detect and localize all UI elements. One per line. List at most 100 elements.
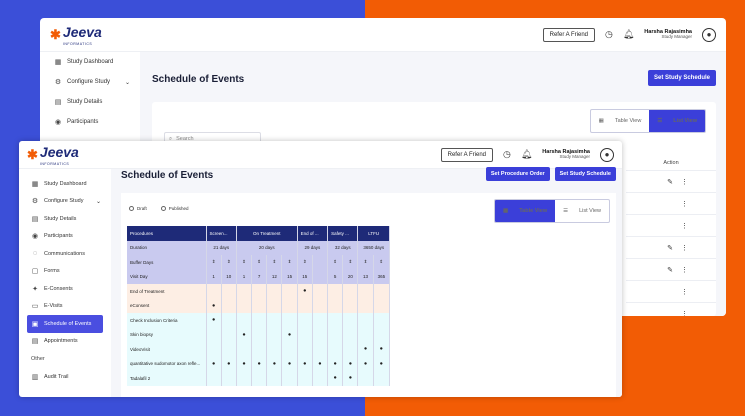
scheduled-dot[interactable]: ● bbox=[333, 360, 337, 367]
scheduled-dot[interactable]: ● bbox=[287, 360, 292, 367]
scheduled-dot[interactable]: ● bbox=[333, 375, 337, 382]
edit-icon[interactable]: ✎ bbox=[667, 178, 673, 186]
buffer-icon[interactable]: ⇕ bbox=[206, 255, 222, 270]
column-header: On Treatment bbox=[236, 226, 298, 241]
user-role: Study Manager bbox=[559, 154, 590, 160]
table-row[interactable]: Tadalafil 2 ● ● bbox=[127, 371, 391, 386]
buffer-icon[interactable]: ⇕ bbox=[373, 255, 391, 270]
visit-day-cell: 13 bbox=[357, 269, 374, 284]
logo[interactable]: ✱ Jeeva INFORMATICS bbox=[27, 144, 79, 166]
table-view-label: Table View bbox=[614, 118, 642, 124]
more-icon[interactable]: ⋮ bbox=[681, 244, 688, 252]
refer-friend-button[interactable]: Refer A Friend bbox=[542, 27, 595, 42]
radio-circle-icon bbox=[129, 206, 134, 211]
scheduled-dot[interactable]: ● bbox=[318, 360, 322, 367]
buffer-icon[interactable]: ⇕ bbox=[281, 255, 298, 270]
sidebar-item-communications[interactable]: ◌ Communications bbox=[19, 245, 111, 263]
sidebar-item-study-dashboard[interactable]: ▦ Study Dashboard bbox=[19, 175, 111, 193]
sidebar-item-appointments[interactable]: ▤ Appointments bbox=[19, 333, 111, 351]
refer-friend-button[interactable]: Refer A Friend bbox=[440, 147, 493, 162]
buffer-icon[interactable]: ⇕ bbox=[251, 255, 268, 270]
scheduled-dot[interactable]: ● bbox=[348, 375, 353, 382]
visit-day-row: Visit Day 1 10 1 7 12 15 15 5 20 13 365 bbox=[127, 269, 391, 284]
audit-icon: ▥ bbox=[31, 373, 39, 381]
sidebar-item-configure-study[interactable]: ⚙ Configure Study ⌄ bbox=[19, 193, 111, 211]
sidebar-item-configure-study[interactable]: ⚙ Configure Study ⌄ bbox=[40, 72, 140, 92]
edit-icon[interactable]: ✎ bbox=[667, 244, 673, 252]
buffer-icon[interactable]: ⇕ bbox=[297, 255, 313, 270]
buffer-icon[interactable]: ⇕ bbox=[236, 255, 253, 270]
table-view-button[interactable]: ▦ Table View bbox=[591, 110, 650, 132]
scheduled-dot[interactable]: ● bbox=[379, 360, 383, 367]
scheduled-dot[interactable]: ● bbox=[257, 360, 261, 367]
scheduled-dot[interactable]: ● bbox=[242, 360, 246, 367]
list-view-button[interactable]: ☰ List View bbox=[649, 110, 705, 132]
sidebar-item-e-consents[interactable]: ✦ E-Consents bbox=[19, 280, 111, 298]
edit-icon[interactable]: ✎ bbox=[667, 266, 673, 274]
published-radio[interactable]: Published bbox=[160, 206, 189, 211]
video-icon: ▭ bbox=[31, 303, 39, 311]
scheduled-dot[interactable]: ● bbox=[211, 317, 216, 324]
set-study-schedule-button[interactable]: Set Study Schedule bbox=[647, 70, 716, 86]
buffer-icon[interactable]: ⇕ bbox=[342, 255, 359, 270]
sidebar: ▦ Study Dashboard ⚙ Configure Study ⌄ ▤ Stud… bbox=[40, 52, 140, 316]
set-procedure-order-button[interactable]: Set Procedure Order bbox=[485, 167, 550, 181]
sidebar-item-audit-trail[interactable]: ▥ Audit Trail bbox=[19, 368, 111, 386]
row-label: Duration bbox=[127, 240, 207, 255]
sidebar-item-e-visits[interactable]: ▭ E-Visits bbox=[19, 298, 111, 316]
column-header: LTFU bbox=[357, 226, 390, 241]
more-icon[interactable]: ⋮ bbox=[681, 222, 688, 230]
table-view-button[interactable]: ▦ Table View bbox=[495, 200, 556, 222]
more-icon[interactable]: ⋮ bbox=[681, 178, 688, 186]
buffer-icon[interactable]: ⇕ bbox=[221, 255, 237, 270]
more-icon[interactable]: ⋮ bbox=[681, 310, 688, 317]
more-icon[interactable]: ⋮ bbox=[681, 200, 688, 208]
sidebar-item-study-dashboard[interactable]: ▦ Study Dashboard bbox=[40, 52, 140, 72]
logo[interactable]: ✱ Jeeva INFORMATICS bbox=[50, 24, 102, 46]
avatar[interactable]: ● bbox=[702, 27, 716, 42]
list-view-button[interactable]: ☰ List View bbox=[555, 200, 609, 222]
sidebar-item-schedule-of-events[interactable]: ▣ Schedule of Events bbox=[27, 315, 103, 333]
search-placeholder: Search bbox=[176, 136, 194, 142]
sidebar-item-participants[interactable]: ◉ Participants bbox=[40, 112, 140, 132]
scheduled-dot[interactable]: ● bbox=[211, 360, 216, 367]
buffer-icon[interactable]: ⇕ bbox=[357, 255, 374, 270]
scheduled-dot[interactable]: ● bbox=[227, 360, 231, 367]
sidebar-item-study-details[interactable]: ▤ Study Details bbox=[19, 210, 111, 228]
scheduled-dot[interactable]: ● bbox=[303, 360, 307, 367]
buffer-icon[interactable]: ⇕ bbox=[266, 255, 283, 270]
scheduled-dot[interactable]: ● bbox=[363, 346, 368, 353]
sidebar-item-study-details[interactable]: ▤ Study Details bbox=[40, 92, 140, 112]
table-row[interactable]: quantitative sudomotor axon refle... ● ●… bbox=[127, 356, 391, 371]
table-header-row: Procedures Screen... On Treatment End of… bbox=[127, 226, 390, 241]
table-row: ✎ ⋮ bbox=[626, 258, 716, 280]
bell-icon[interactable]: 🔔︎ bbox=[520, 149, 533, 159]
scheduled-dot[interactable]: ● bbox=[379, 346, 383, 353]
table-row[interactable]: VideoVisit ● ● bbox=[127, 342, 391, 357]
table-row: ✎ ⋮ bbox=[626, 170, 716, 192]
scheduled-dot[interactable]: ● bbox=[363, 360, 368, 367]
buffer-icon[interactable]: ⇕ bbox=[327, 255, 344, 270]
scheduled-dot[interactable]: ● bbox=[242, 331, 246, 338]
avatar[interactable]: ● bbox=[600, 147, 614, 162]
table-row[interactable]: eConsent ● bbox=[127, 298, 391, 313]
scheduled-dot[interactable]: ● bbox=[211, 302, 216, 309]
sidebar-item-label: Study Details bbox=[67, 99, 103, 105]
more-icon[interactable]: ⋮ bbox=[681, 288, 688, 296]
scheduled-dot[interactable]: ● bbox=[348, 360, 353, 367]
sidebar-item-participants[interactable]: ◉ Participants bbox=[19, 228, 111, 246]
clock-icon[interactable]: ◷ bbox=[503, 149, 511, 159]
set-study-schedule-button[interactable]: Set Study Schedule bbox=[554, 167, 616, 181]
table-row[interactable]: End of Treatment ● bbox=[127, 284, 391, 299]
scheduled-dot[interactable]: ● bbox=[272, 360, 277, 367]
scheduled-dot[interactable]: ● bbox=[303, 288, 307, 295]
header: ✱ Jeeva INFORMATICS Refer A Friend ◷ 🔔︎ H… bbox=[40, 18, 726, 52]
sidebar-item-forms[interactable]: ▢ Forms bbox=[19, 263, 111, 281]
scheduled-dot[interactable]: ● bbox=[287, 331, 292, 338]
more-icon[interactable]: ⋮ bbox=[681, 266, 688, 274]
table-row[interactable]: Check Inclusion Criteria ● bbox=[127, 313, 391, 328]
table-row[interactable]: Skin biopsy ● ● bbox=[127, 327, 391, 342]
draft-radio[interactable]: Draft bbox=[129, 206, 147, 211]
bell-icon[interactable]: 🔔︎ bbox=[622, 29, 635, 39]
clock-icon[interactable]: ◷ bbox=[605, 29, 613, 39]
